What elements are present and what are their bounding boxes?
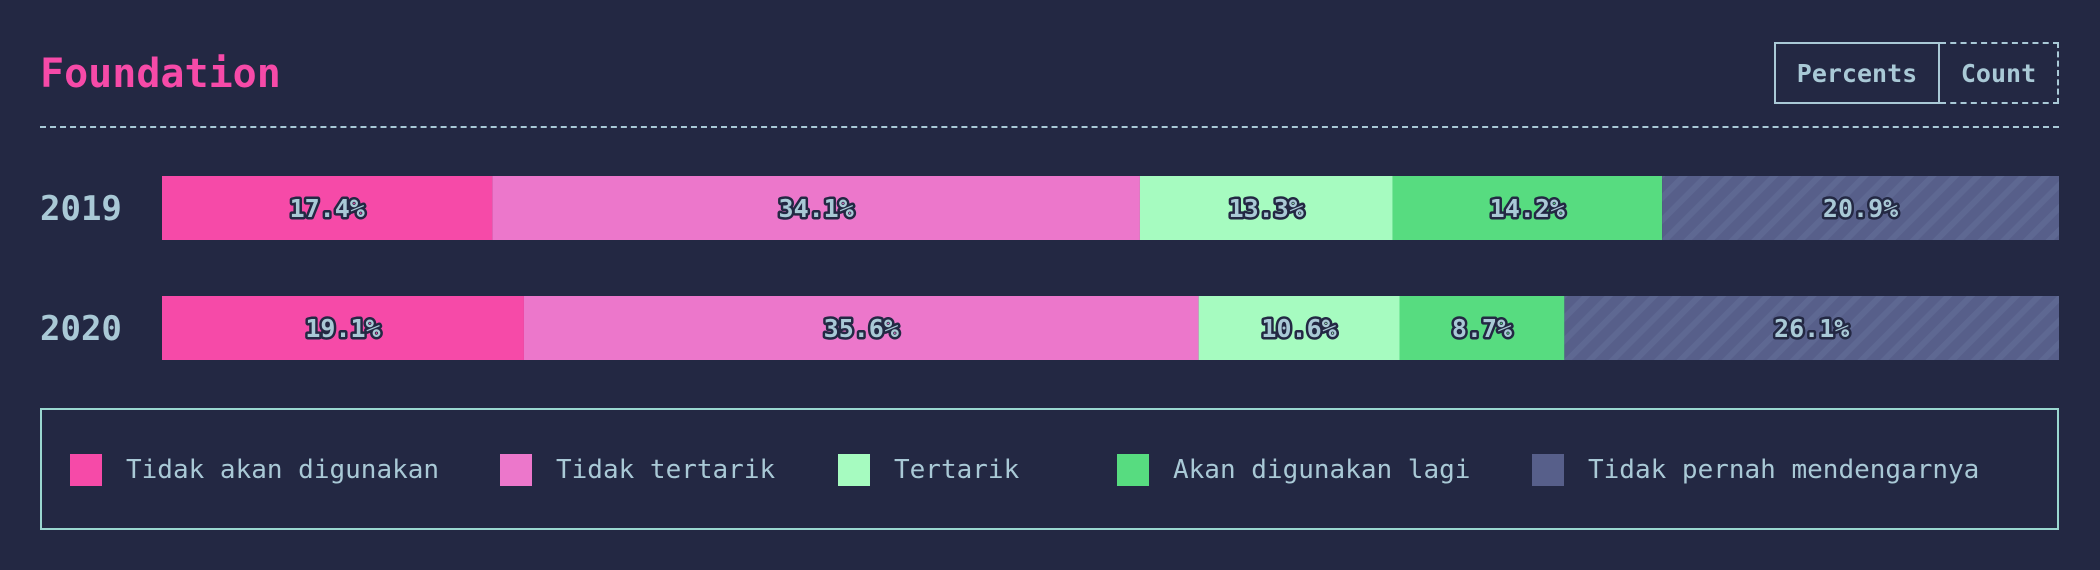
bar-2020-series-3[interactable] [1399,296,1565,360]
legend-label: Tertarik [894,455,1020,485]
data-label-2019-series-3: 14.2% [1490,194,1565,223]
legend-swatch [838,454,870,486]
bar-2020-series-1[interactable] [523,296,1199,360]
legend-label: Tidak pernah mendengarnya [1588,455,1980,485]
legend: Tidak akan digunakan Tidak tertarik Tert… [40,408,2059,530]
legend-item-tidak-tertarik[interactable]: Tidak tertarik [500,454,775,486]
bar-2020-series-2[interactable] [1198,296,1400,360]
legend-label: Tidak tertarik [556,455,776,485]
legend-item-tidak-akan-digunakan[interactable]: Tidak akan digunakan [70,454,439,486]
header-divider [40,126,2059,128]
bar-2020-series-0[interactable] [162,296,524,360]
data-label-2020-series-1: 35.6% [824,314,899,343]
legend-item-akan-digunakan-lagi[interactable]: Akan digunakan lagi [1117,454,1470,486]
category-label-2020: 2020 [40,309,122,349]
bar-2019-series-4[interactable] [1662,176,2059,240]
legend-swatch [1117,454,1149,486]
bar-2019-series-3[interactable] [1392,176,1663,240]
data-label-2020-series-0: 19.1% [305,314,380,343]
bar-2019-series-1[interactable] [492,176,1140,240]
data-label-2020-series-3: 8.7% [1452,314,1512,343]
data-label-2019-series-4: 20.9% [1823,194,1898,223]
legend-item-tidak-pernah-mendengarnya[interactable]: Tidak pernah mendengarnya [1532,454,1979,486]
data-label-2019-series-2: 13.3% [1229,194,1304,223]
bar-2019-series-0[interactable] [162,176,493,240]
percents-button[interactable]: Percents [1774,42,1940,104]
bar-2019-series-2[interactable] [1139,176,1393,240]
legend-swatch [1532,454,1564,486]
chart-title: Foundation [40,51,281,97]
view-mode-toggle: Percents Count [1774,42,2059,104]
stacked-bar-chart: 2019 17.4% 34.1% 13.3% 14.2% 20.9% 2020 19.1% 35… [40,176,2059,360]
legend-label: Akan digunakan lagi [1173,455,1471,485]
data-label-2020-series-2: 10.6% [1261,314,1336,343]
data-label-2019-series-1: 34.1% [779,194,854,223]
count-button[interactable]: Count [1940,42,2059,104]
bar-2020-series-4[interactable] [1564,296,2059,360]
data-label-2019-series-0: 17.4% [290,194,365,223]
category-label-2019: 2019 [40,189,122,229]
data-label-2020-series-4: 26.1% [1774,314,1849,343]
legend-swatch [70,454,102,486]
legend-label: Tidak akan digunakan [126,455,440,485]
legend-swatch [500,454,532,486]
legend-item-tertarik[interactable]: Tertarik [838,454,1019,486]
